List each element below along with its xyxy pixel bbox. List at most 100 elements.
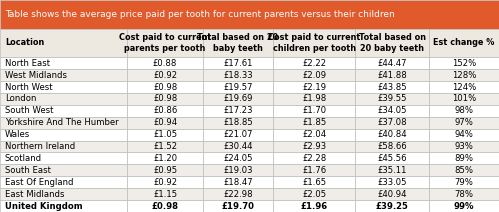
Bar: [127, 200, 203, 212]
Text: £1.52: £1.52: [153, 142, 177, 151]
Text: £37.08: £37.08: [377, 118, 407, 127]
Bar: [273, 164, 355, 176]
Bar: [355, 93, 429, 105]
Text: £18.47: £18.47: [223, 178, 253, 187]
Bar: [273, 69, 355, 81]
Bar: [429, 105, 499, 117]
Bar: [429, 176, 499, 188]
Text: £1.98: £1.98: [302, 94, 326, 103]
Text: London: London: [5, 94, 36, 103]
Text: £1.05: £1.05: [153, 130, 177, 139]
Bar: [0, 164, 127, 176]
Bar: [355, 164, 429, 176]
Text: £1.96: £1.96: [300, 202, 328, 211]
Text: £1.15: £1.15: [153, 190, 177, 199]
Text: £0.86: £0.86: [153, 106, 177, 115]
Bar: [203, 129, 273, 141]
Text: 78%: 78%: [455, 190, 474, 199]
Text: £0.98: £0.98: [153, 94, 177, 103]
Bar: [0, 200, 127, 212]
Text: £39.25: £39.25: [376, 202, 409, 211]
Text: Table shows the average price paid per tooth for current parents versus their ch: Table shows the average price paid per t…: [5, 10, 395, 19]
Text: £19.57: £19.57: [223, 82, 253, 92]
Bar: [203, 57, 273, 69]
Bar: [273, 200, 355, 212]
Bar: [127, 93, 203, 105]
Text: Wales: Wales: [5, 130, 30, 139]
Bar: [273, 152, 355, 164]
Bar: [273, 141, 355, 152]
Text: £0.98: £0.98: [153, 82, 177, 92]
Text: £43.85: £43.85: [377, 82, 407, 92]
Text: £40.84: £40.84: [377, 130, 407, 139]
Bar: [0, 57, 127, 69]
Bar: [273, 188, 355, 200]
Text: 93%: 93%: [455, 142, 474, 151]
Bar: [355, 81, 429, 93]
Text: Northern Ireland: Northern Ireland: [5, 142, 75, 151]
Bar: [429, 69, 499, 81]
Text: East Midlands: East Midlands: [5, 190, 64, 199]
Bar: [355, 176, 429, 188]
Bar: [429, 93, 499, 105]
Text: 89%: 89%: [455, 154, 474, 163]
Text: 94%: 94%: [455, 130, 474, 139]
Text: North West: North West: [5, 82, 52, 92]
Bar: [429, 29, 499, 57]
Text: £44.47: £44.47: [377, 59, 407, 68]
Bar: [0, 176, 127, 188]
Bar: [0, 152, 127, 164]
Bar: [203, 164, 273, 176]
Bar: [0, 129, 127, 141]
Bar: [127, 81, 203, 93]
Text: 98%: 98%: [455, 106, 474, 115]
Text: £1.76: £1.76: [302, 166, 326, 175]
Text: West Midlands: West Midlands: [5, 71, 67, 80]
Bar: [127, 176, 203, 188]
Text: £1.20: £1.20: [153, 154, 177, 163]
Text: Scotland: Scotland: [5, 154, 42, 163]
Text: 101%: 101%: [452, 94, 476, 103]
Bar: [355, 105, 429, 117]
Bar: [429, 188, 499, 200]
Text: £0.95: £0.95: [153, 166, 177, 175]
Bar: [429, 141, 499, 152]
Bar: [127, 188, 203, 200]
Text: £18.33: £18.33: [223, 71, 253, 80]
Bar: [429, 129, 499, 141]
Bar: [355, 200, 429, 212]
Bar: [203, 117, 273, 129]
Text: 97%: 97%: [455, 118, 474, 127]
Text: £2.05: £2.05: [302, 190, 326, 199]
Text: £18.85: £18.85: [223, 118, 253, 127]
Bar: [0, 105, 127, 117]
Bar: [273, 57, 355, 69]
Text: Total based on
20 baby teeth: Total based on 20 baby teeth: [359, 33, 426, 53]
Text: £1.70: £1.70: [302, 106, 326, 115]
Text: £17.61: £17.61: [223, 59, 253, 68]
Bar: [127, 164, 203, 176]
Bar: [203, 81, 273, 93]
Text: £40.94: £40.94: [377, 190, 407, 199]
Bar: [0, 29, 127, 57]
Text: 79%: 79%: [455, 178, 474, 187]
Text: £35.11: £35.11: [377, 166, 407, 175]
Bar: [429, 164, 499, 176]
Text: £2.19: £2.19: [302, 82, 326, 92]
Text: £1.65: £1.65: [302, 178, 326, 187]
Text: £1.85: £1.85: [302, 118, 326, 127]
Bar: [0, 81, 127, 93]
Text: Est change %: Est change %: [434, 38, 495, 47]
Bar: [127, 152, 203, 164]
Text: £22.98: £22.98: [223, 190, 253, 199]
Bar: [127, 57, 203, 69]
Bar: [273, 81, 355, 93]
Text: £19.69: £19.69: [223, 94, 253, 103]
Text: 128%: 128%: [452, 71, 476, 80]
Text: 99%: 99%: [454, 202, 475, 211]
Bar: [429, 152, 499, 164]
Bar: [355, 129, 429, 141]
Bar: [0, 188, 127, 200]
Text: Location: Location: [5, 38, 44, 47]
Text: £39.55: £39.55: [377, 94, 407, 103]
